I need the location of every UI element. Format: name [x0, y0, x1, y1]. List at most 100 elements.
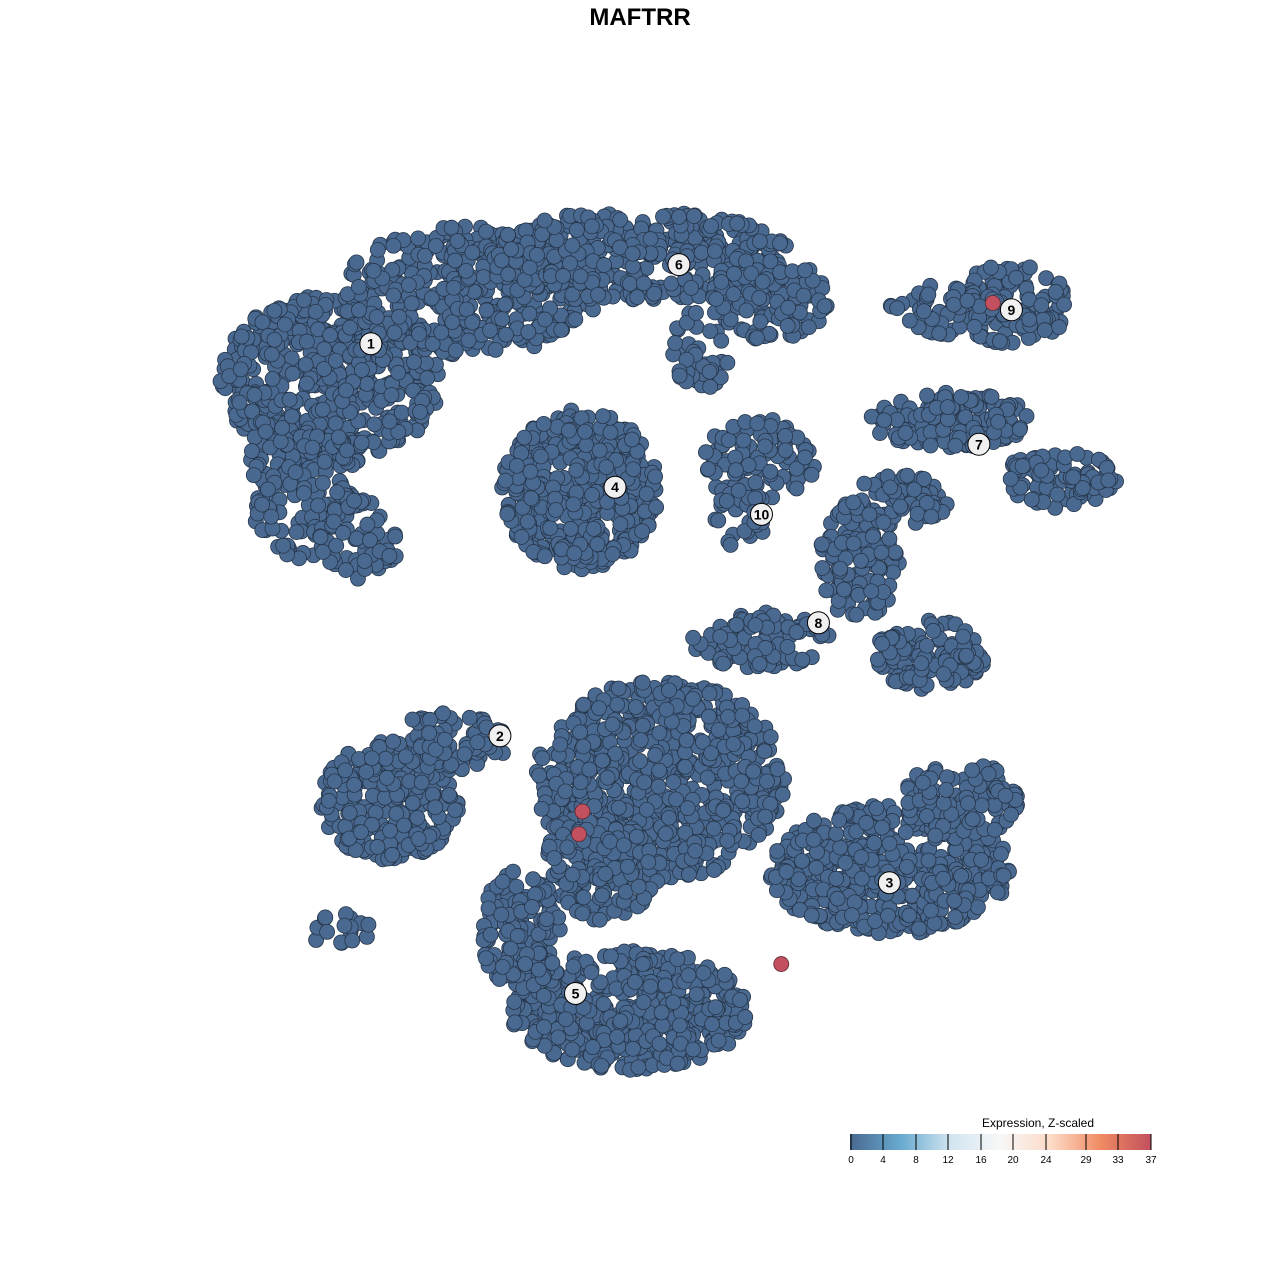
- cell-point: [923, 508, 940, 525]
- cell-point: [635, 275, 652, 292]
- cell-point: [497, 472, 514, 489]
- cell-point: [320, 792, 337, 809]
- cell-point: [688, 305, 704, 321]
- cell-point: [964, 762, 981, 779]
- cell-point: [880, 907, 896, 924]
- cell-point: [897, 824, 914, 841]
- cell-point: [909, 505, 926, 522]
- cell-point: [353, 362, 370, 378]
- cell-point: [848, 606, 865, 623]
- cell-point: [935, 795, 952, 812]
- cell-point: [882, 479, 899, 496]
- cell-point: [590, 286, 606, 303]
- cell-point: [583, 218, 600, 235]
- cell-point: [747, 474, 764, 491]
- cell-point: [947, 909, 964, 925]
- cell-point: [1049, 486, 1066, 503]
- cell-point: [757, 808, 774, 825]
- cell-point: [885, 564, 901, 581]
- cell-point: [1033, 462, 1050, 479]
- cell-point: [627, 699, 644, 716]
- cell-point: [853, 849, 870, 865]
- cell-point: [536, 212, 553, 229]
- cell-point: [683, 280, 699, 296]
- cell-point: [346, 777, 363, 793]
- cell-point: [707, 243, 723, 260]
- cell-point: [602, 424, 619, 441]
- cell-point: [989, 884, 1006, 901]
- cell-point: [638, 801, 655, 818]
- cell-point: [973, 852, 990, 868]
- cell-point: [1022, 259, 1038, 276]
- cell-point: [705, 820, 722, 837]
- cell-point: [892, 498, 909, 515]
- cell-point: [610, 799, 627, 816]
- cell-point: [745, 763, 762, 780]
- cell-point: [751, 655, 768, 672]
- cell-point: [312, 529, 329, 546]
- cell-point: [762, 729, 779, 745]
- cell-point: [628, 828, 645, 845]
- cell-point: [831, 812, 847, 829]
- cell-point: [243, 443, 260, 459]
- cell-point: [356, 553, 373, 569]
- cell-point: [411, 326, 428, 342]
- cell-point: [816, 298, 833, 315]
- cell-point: [368, 309, 385, 325]
- cell-point: [447, 802, 464, 818]
- cell-point: [384, 846, 401, 863]
- cell-point: [769, 843, 786, 859]
- cell-point: [899, 858, 915, 875]
- cell-point: [338, 562, 354, 578]
- cell-point: [513, 529, 530, 545]
- cell-point: [629, 289, 646, 306]
- cell-point: [564, 866, 581, 883]
- cell-point: [906, 481, 923, 498]
- cell-point: [572, 774, 589, 791]
- cell-point: [658, 701, 675, 718]
- cell-point: [443, 219, 460, 236]
- cell-point: [281, 391, 298, 408]
- cell-point: [728, 462, 744, 479]
- cell-point: [624, 245, 641, 262]
- cell-point: [327, 415, 344, 432]
- cell-point: [671, 367, 688, 384]
- cell-point: [360, 916, 377, 933]
- cell-point: [647, 747, 663, 763]
- cell-point: [901, 312, 918, 329]
- cell-point: [412, 404, 428, 420]
- cell-point: [818, 582, 835, 599]
- cell-point: [983, 388, 1000, 405]
- cell-point: [713, 332, 730, 349]
- cell-point: [383, 387, 400, 403]
- cell-point: [887, 544, 904, 561]
- cell-point: [548, 232, 565, 248]
- cell-point: [868, 800, 885, 817]
- cell-point: [263, 508, 280, 525]
- cell-point: [735, 432, 752, 449]
- cell-point: [719, 354, 736, 371]
- cell-point: [1056, 296, 1073, 313]
- cell-point: [874, 635, 890, 652]
- cell-point: [317, 909, 334, 926]
- cell-point: [684, 691, 701, 707]
- cell-point: [604, 716, 621, 733]
- cell-point: [769, 761, 786, 778]
- cell-point: [602, 833, 619, 850]
- cell-point: [722, 537, 739, 553]
- cell-point: [597, 865, 614, 882]
- cell-point: [233, 328, 250, 345]
- cell-point: [788, 480, 805, 497]
- cell-point: [710, 722, 727, 738]
- cell-point: [1014, 458, 1031, 474]
- cell-point: [642, 231, 659, 247]
- cell-point: [575, 738, 592, 755]
- cell-point: [955, 628, 971, 645]
- cell-point: [918, 637, 935, 654]
- cell-point: [231, 394, 248, 411]
- cell-point: [314, 544, 331, 560]
- cell-point: [958, 647, 975, 664]
- cell-point: [348, 254, 365, 271]
- cell-point: [881, 835, 898, 852]
- cell-point: [853, 552, 869, 569]
